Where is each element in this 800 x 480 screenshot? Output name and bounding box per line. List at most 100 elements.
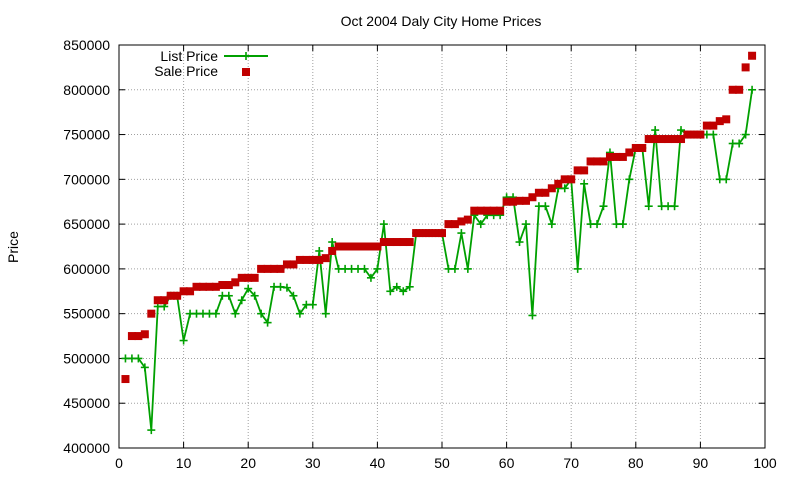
legend-label-sale-price: Sale Price (154, 63, 218, 79)
sale-price-point (328, 246, 337, 255)
sale-price-point (689, 130, 698, 139)
sale-price-point (257, 264, 266, 273)
list-price-point (373, 264, 382, 273)
sale-price-point (644, 135, 653, 144)
sale-price-point (341, 242, 350, 251)
list-price-point (289, 291, 298, 300)
list-price-point (328, 238, 337, 247)
list-price-point (677, 126, 686, 135)
sale-price-point (438, 229, 446, 238)
x-tick-label: 50 (434, 455, 450, 471)
list-price-point (644, 202, 653, 211)
sale-price-point (605, 152, 614, 161)
list-price-point (276, 282, 285, 291)
list-price-point (308, 300, 317, 309)
y-tick-label: 400000 (63, 440, 110, 456)
list-price-point (366, 273, 375, 282)
sale-price-point (379, 238, 388, 247)
list-price-point (257, 309, 266, 318)
list-price-point (457, 229, 466, 238)
list-price-point (463, 264, 472, 273)
sale-price-point (450, 220, 459, 229)
list-price-point (147, 426, 156, 435)
sale-price-point (702, 121, 711, 130)
sale-price-point (276, 264, 285, 273)
chart-title: Oct 2004 Daly City Home Prices (341, 13, 542, 29)
sale-price-point (580, 166, 589, 175)
sale-price-point (463, 215, 472, 224)
sale-price-point (521, 196, 530, 205)
list-price-point (625, 175, 634, 184)
sale-price-point (218, 281, 227, 290)
legend: List Price Sale Price (154, 48, 268, 79)
sale-price-point (722, 115, 731, 124)
sale-price-point (412, 229, 421, 238)
sale-price-point (405, 238, 414, 247)
sale-price-point (354, 242, 363, 251)
legend-marker-sale-price (242, 68, 250, 76)
sale-price-point (586, 157, 595, 166)
sale-price-point (618, 152, 627, 161)
sale-price-point (173, 291, 182, 300)
list-price-point (386, 287, 395, 296)
list-price-point (244, 284, 253, 293)
sale-price-point (534, 188, 543, 197)
sale-price-point (496, 206, 505, 215)
sale-price-point (392, 238, 401, 247)
sale-price-point (457, 217, 466, 226)
sale-price-point (502, 197, 511, 206)
sale-price-point (308, 255, 317, 264)
list-price-point (547, 220, 556, 229)
sale-price-point (470, 206, 479, 215)
x-tick-label: 0 (115, 455, 123, 471)
list-price-point (515, 238, 524, 247)
list-price-point (224, 291, 233, 300)
list-price-point (741, 130, 750, 139)
grid-lines (119, 45, 765, 448)
y-axis-label: Price (5, 231, 21, 263)
sale-price-point (444, 220, 453, 229)
sale-price-point (302, 255, 311, 264)
sale-price-point (625, 148, 634, 157)
sale-price-point (244, 273, 253, 282)
list-price-point (528, 311, 537, 320)
sale-price-point (289, 260, 298, 269)
x-tick-label: 30 (305, 455, 321, 471)
sale-price-point (483, 206, 492, 215)
list-price-point (405, 282, 414, 291)
list-price-point (321, 309, 330, 318)
sale-price-point (205, 282, 214, 291)
sale-price-point (179, 287, 188, 296)
sale-price-point (683, 130, 692, 139)
x-tick-label: 60 (499, 455, 515, 471)
sale-price-point (631, 143, 640, 152)
list-price-point (521, 220, 530, 229)
sale-price-point (366, 242, 375, 251)
sale-price-point (638, 143, 647, 152)
list-price-point (360, 264, 369, 273)
list-price-point (450, 264, 459, 273)
list-price-point (722, 175, 731, 184)
y-tick-label: 550000 (63, 306, 110, 322)
sale-price-point (263, 264, 272, 273)
sale-price-point (670, 135, 679, 144)
sale-price-point (489, 206, 498, 215)
x-tick-label: 70 (563, 455, 579, 471)
sale-price-point (735, 85, 744, 94)
sale-price-point (728, 85, 737, 94)
sale-price-point (347, 242, 356, 251)
sale-price-point (282, 260, 291, 269)
sale-price-point (231, 278, 240, 287)
sale-price-point (547, 184, 556, 193)
sale-price-point (321, 254, 330, 263)
sale-price-point (250, 273, 259, 282)
list-price-point (573, 264, 582, 273)
sale-price-point (127, 332, 136, 341)
sale-price-point (425, 229, 434, 238)
list-price-point (140, 363, 149, 372)
sale-price-point (741, 63, 750, 72)
sale-price-point (160, 296, 169, 305)
sale-price-point (373, 242, 382, 251)
legend-label-list-price: List Price (160, 48, 218, 64)
sale-price-point (186, 287, 195, 296)
